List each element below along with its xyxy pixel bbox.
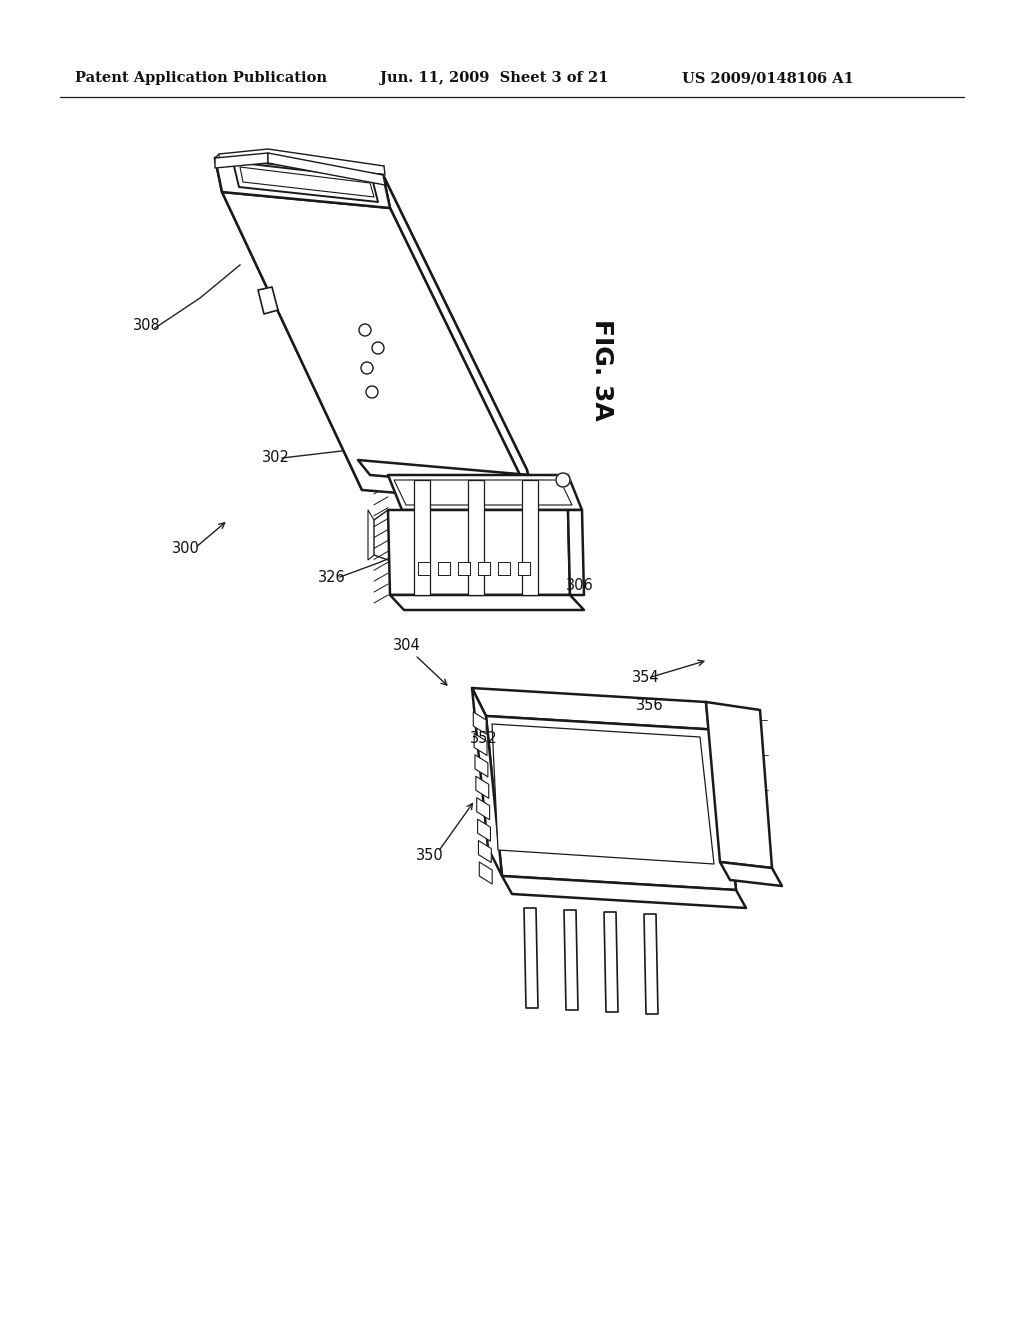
Polygon shape — [383, 176, 534, 504]
Polygon shape — [720, 862, 782, 886]
Text: 356: 356 — [636, 698, 664, 713]
Polygon shape — [458, 562, 470, 576]
Polygon shape — [473, 711, 486, 734]
Polygon shape — [468, 480, 484, 595]
Polygon shape — [524, 908, 538, 1008]
Polygon shape — [498, 562, 510, 576]
Polygon shape — [518, 562, 530, 576]
Text: US 2009/0148106 A1: US 2009/0148106 A1 — [682, 71, 854, 84]
Polygon shape — [388, 510, 570, 595]
Circle shape — [366, 385, 378, 399]
Polygon shape — [478, 562, 490, 576]
Text: 354: 354 — [632, 671, 659, 685]
Polygon shape — [478, 841, 492, 862]
Polygon shape — [472, 688, 502, 876]
Polygon shape — [472, 688, 720, 730]
Polygon shape — [388, 475, 582, 510]
Circle shape — [372, 342, 384, 354]
Text: 304: 304 — [393, 638, 421, 653]
Polygon shape — [233, 162, 378, 202]
Polygon shape — [706, 702, 772, 869]
Text: 352: 352 — [470, 731, 498, 746]
Polygon shape — [414, 480, 430, 595]
Polygon shape — [568, 510, 584, 595]
Polygon shape — [522, 480, 538, 595]
Polygon shape — [438, 562, 450, 576]
Polygon shape — [222, 191, 534, 504]
Polygon shape — [215, 158, 362, 490]
Polygon shape — [215, 158, 527, 470]
Polygon shape — [486, 715, 736, 890]
Polygon shape — [477, 820, 490, 841]
Polygon shape — [418, 562, 430, 576]
Polygon shape — [390, 595, 584, 610]
Polygon shape — [240, 168, 374, 197]
Polygon shape — [215, 153, 268, 168]
Polygon shape — [604, 912, 618, 1012]
Polygon shape — [644, 913, 658, 1014]
Circle shape — [359, 323, 371, 337]
Text: Jun. 11, 2009  Sheet 3 of 21: Jun. 11, 2009 Sheet 3 of 21 — [380, 71, 608, 84]
Text: Patent Application Publication: Patent Application Publication — [75, 71, 327, 84]
Text: 300: 300 — [172, 541, 200, 556]
Polygon shape — [358, 459, 542, 490]
Polygon shape — [502, 876, 746, 908]
Text: 302: 302 — [262, 450, 290, 465]
Polygon shape — [474, 734, 487, 755]
Polygon shape — [492, 723, 714, 865]
Polygon shape — [258, 286, 278, 314]
Text: 306: 306 — [566, 578, 594, 593]
Polygon shape — [268, 153, 385, 185]
Circle shape — [361, 362, 373, 374]
Text: FIG. 3A: FIG. 3A — [590, 319, 614, 421]
Text: 308: 308 — [133, 318, 161, 333]
Polygon shape — [479, 862, 493, 884]
Circle shape — [556, 473, 570, 487]
Text: 350: 350 — [416, 847, 443, 863]
Text: 326: 326 — [318, 570, 346, 585]
Polygon shape — [394, 480, 572, 506]
Polygon shape — [477, 797, 489, 820]
Polygon shape — [215, 158, 390, 209]
Polygon shape — [564, 909, 578, 1010]
Polygon shape — [475, 755, 487, 777]
Polygon shape — [476, 776, 488, 799]
Polygon shape — [706, 702, 736, 890]
